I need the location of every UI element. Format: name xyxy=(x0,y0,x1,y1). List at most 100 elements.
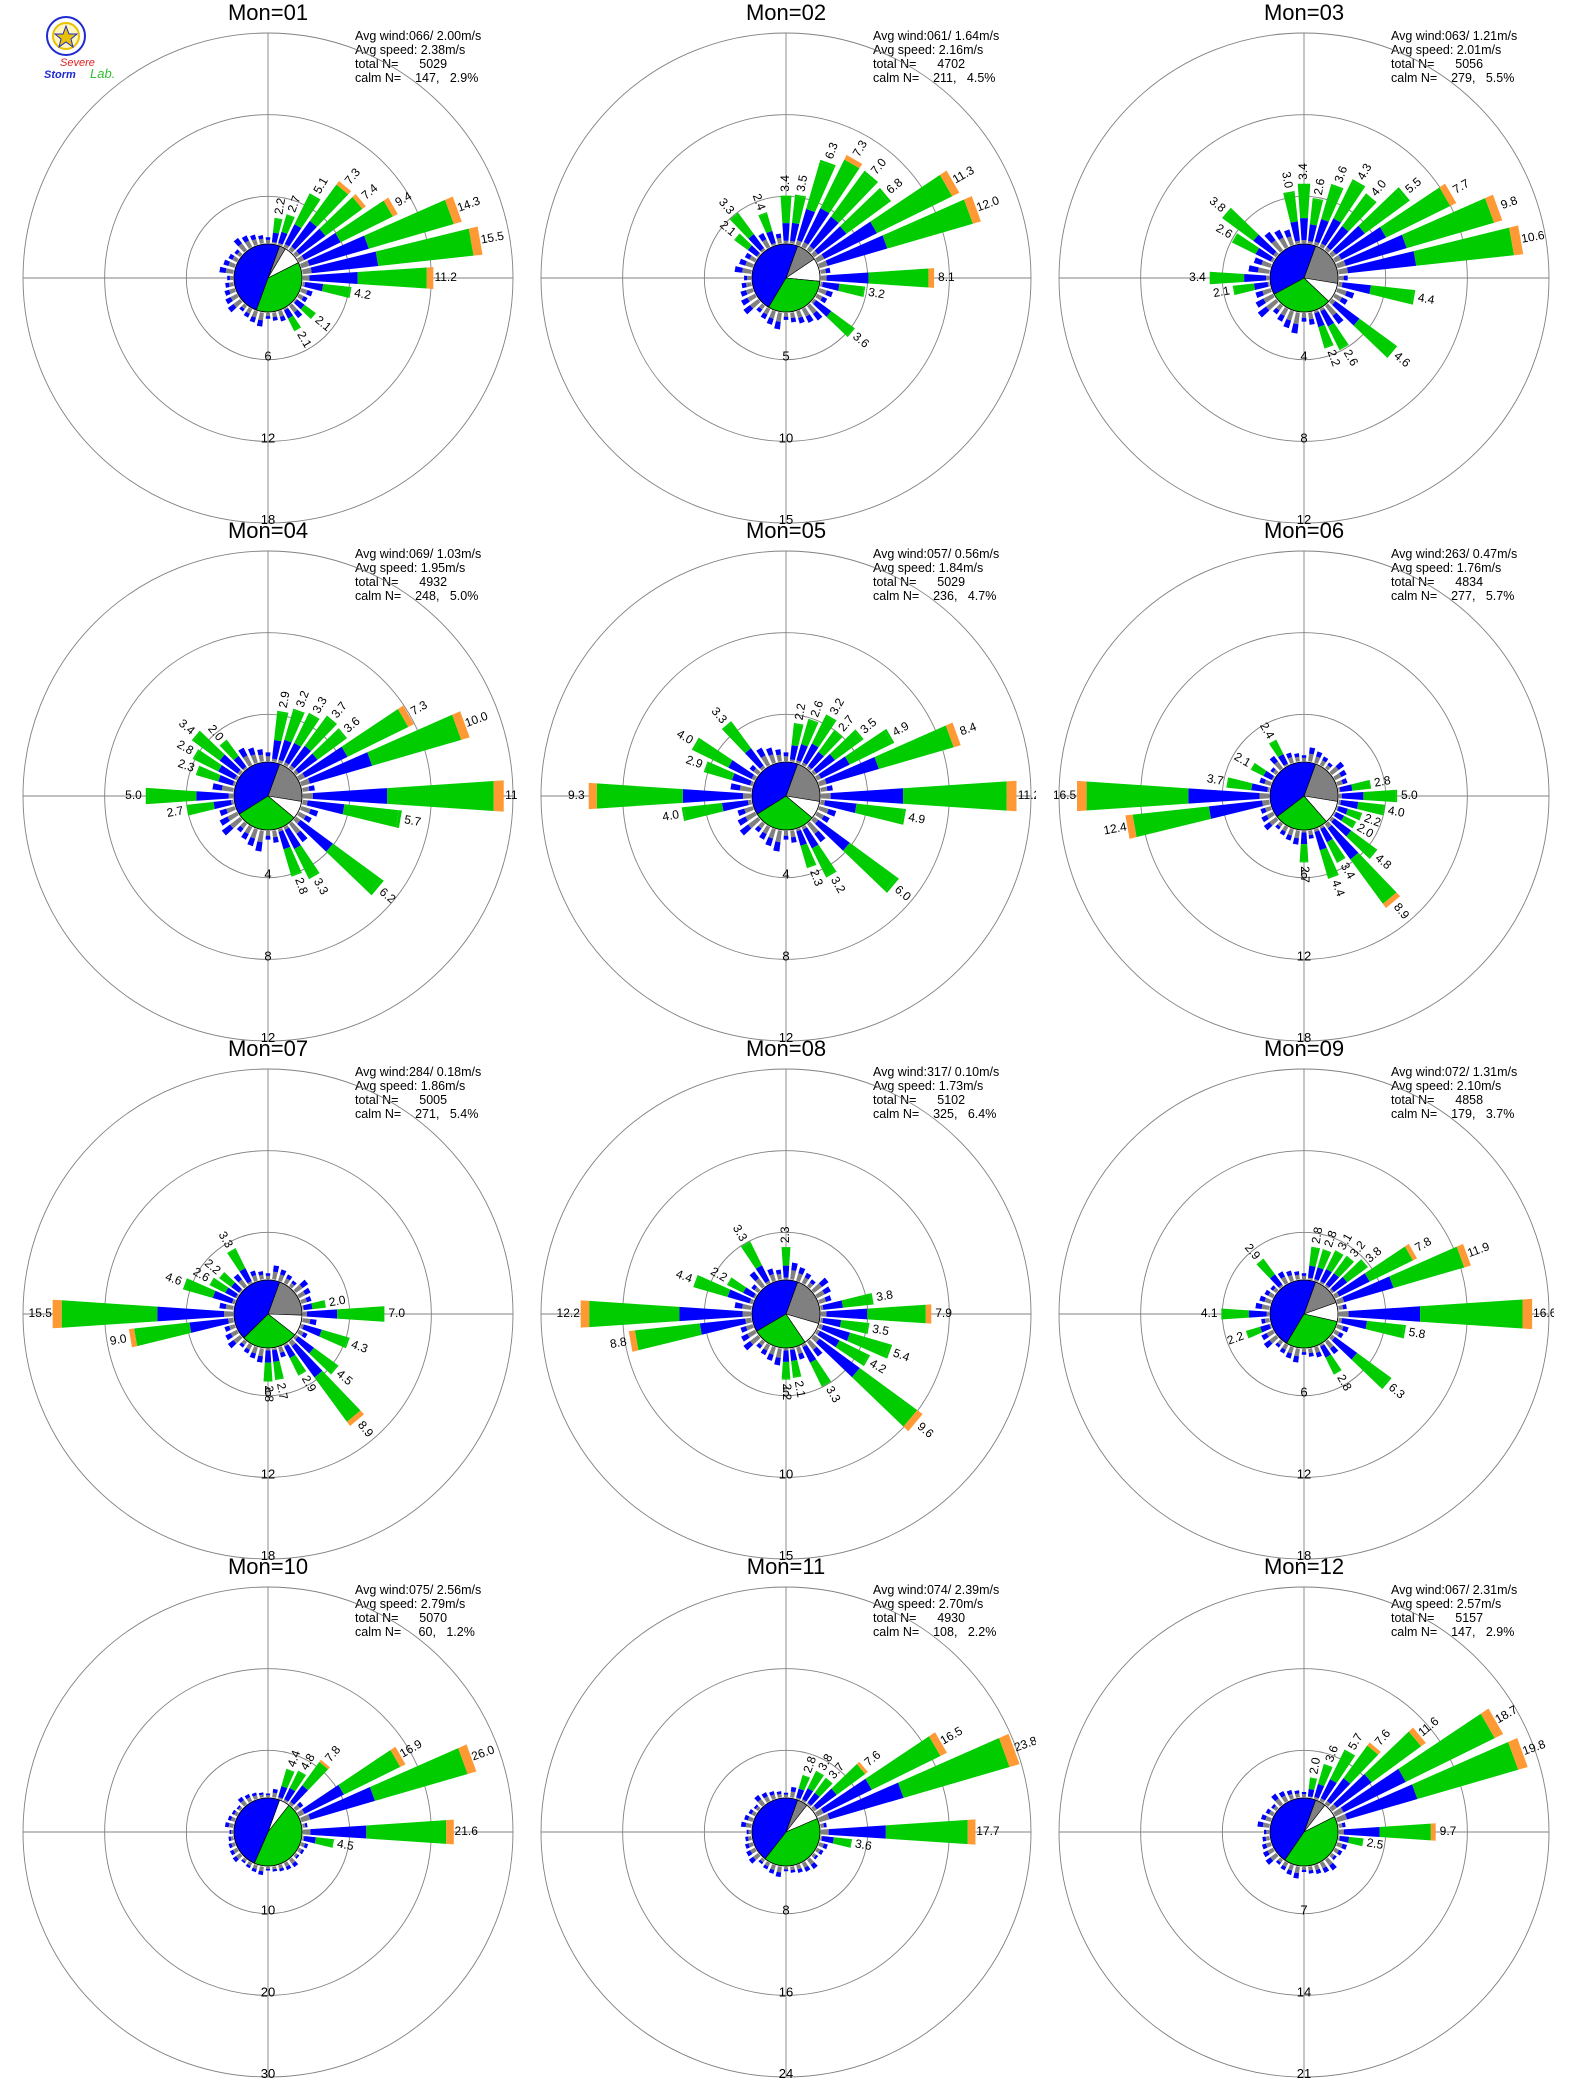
petal-seg-3 xyxy=(847,1332,891,1358)
petal: 2.2 xyxy=(271,197,288,245)
petal-seg-1 xyxy=(789,759,795,763)
minor-petal xyxy=(265,830,271,840)
minor-petal xyxy=(734,266,752,274)
minor-petal-seg xyxy=(768,828,776,839)
petal-seg-1 xyxy=(288,246,296,253)
petal-seg-4 xyxy=(308,193,321,201)
minor-petal-seg xyxy=(1275,824,1281,830)
petal-seg-2 xyxy=(813,300,832,317)
petal-seg-1 xyxy=(1337,281,1343,288)
minor-petal xyxy=(1255,1302,1270,1310)
minor-petal-seg xyxy=(251,1867,257,1873)
minor-petal-seg xyxy=(739,785,752,792)
minor-petal-seg xyxy=(230,1816,236,1822)
panel-title: Mon=08 xyxy=(745,1036,827,1061)
petal-seg-4 xyxy=(1231,233,1239,244)
petal-seg-3 xyxy=(289,1771,306,1792)
petal-seg-1 xyxy=(301,1835,305,1841)
petal-seg-1 xyxy=(1337,1835,1341,1841)
minor-petal-seg xyxy=(238,243,248,253)
petal-seg-1 xyxy=(811,816,819,824)
petal-label: 5.0 xyxy=(1401,788,1418,802)
petal-seg-1 xyxy=(283,1799,289,1803)
petal-seg-4 xyxy=(628,1330,639,1352)
petal-seg-2 xyxy=(782,1265,790,1278)
minor-petal-seg xyxy=(236,251,243,258)
minor-petal xyxy=(743,298,761,315)
minor-petal xyxy=(818,806,837,817)
petal-seg-2 xyxy=(813,1788,837,1810)
petal: 16.5 xyxy=(815,1724,965,1817)
minor-petal-seg xyxy=(754,1794,762,1802)
petal-seg-4 xyxy=(1343,1749,1356,1757)
minor-petal xyxy=(1283,310,1294,329)
petal-label: 4.0 xyxy=(674,727,696,748)
petal-seg-4 xyxy=(740,1241,751,1248)
minor-petal-seg xyxy=(238,1279,248,1289)
minor-petal xyxy=(1277,307,1289,322)
petal-label: 2.8 xyxy=(1321,1228,1340,1249)
petal-seg-3 xyxy=(1342,194,1376,232)
petal-seg-3 xyxy=(1348,1836,1363,1847)
minor-petal-seg xyxy=(1329,1852,1335,1859)
petal-label: 3.4 xyxy=(778,175,792,192)
petal-label: 12.2 xyxy=(557,1306,581,1320)
petal-seg-1 xyxy=(1338,1311,1349,1317)
logo-storm: Storm xyxy=(44,69,76,81)
minor-petal-seg xyxy=(1264,1318,1270,1324)
minor-petal-seg xyxy=(258,1274,264,1280)
petal: 2.8 xyxy=(795,1754,819,1800)
petal-seg-1 xyxy=(1319,243,1326,249)
petal-seg-1 xyxy=(795,240,802,246)
petal-seg-4 xyxy=(1311,1246,1321,1250)
minor-petal-seg xyxy=(814,830,826,843)
petal-seg-4 xyxy=(967,1819,976,1845)
ring-label: 30 xyxy=(261,2066,275,2081)
petal-label: 7.0 xyxy=(868,155,890,177)
petal-label: 3.6 xyxy=(1331,164,1350,185)
panel-title: Mon=06 xyxy=(1263,518,1345,543)
minor-petal xyxy=(737,806,754,816)
minor-petal-seg xyxy=(241,1339,248,1346)
petal-label: 3.2 xyxy=(828,874,849,896)
petal-seg-4 xyxy=(263,1380,273,1382)
petal-seg-2 xyxy=(303,1835,316,1844)
petal-seg-3 xyxy=(829,730,863,761)
minor-petal xyxy=(734,1302,752,1310)
petal-seg-2 xyxy=(824,756,879,785)
petal-seg-3 xyxy=(184,1278,216,1298)
minor-petal-seg xyxy=(293,1852,298,1858)
petal-label: 2.6 xyxy=(807,698,826,719)
minor-petal xyxy=(811,1852,819,1860)
minor-petal xyxy=(739,816,761,836)
minor-petal-seg xyxy=(272,1868,278,1872)
petal-seg-4 xyxy=(325,715,338,726)
minor-petal-seg xyxy=(1333,772,1342,781)
petal-seg-2 xyxy=(290,1785,309,1805)
ring-label: 6 xyxy=(1300,1385,1307,1400)
petal-label: 2.8 xyxy=(800,1754,819,1775)
minor-petal xyxy=(1338,275,1348,281)
minor-petal-seg xyxy=(1275,1859,1282,1865)
petal: 2.1 xyxy=(283,307,315,350)
minor-petal-seg xyxy=(1336,1849,1343,1856)
minor-petal-seg xyxy=(230,1836,234,1841)
minor-petal xyxy=(224,1324,236,1332)
minor-petal-seg xyxy=(1293,1872,1300,1879)
minor-petal xyxy=(790,830,797,843)
petal: 10.6 xyxy=(1337,225,1546,275)
minor-petal xyxy=(229,1847,239,1856)
minor-petal-seg xyxy=(257,749,264,756)
ring-label: 4 xyxy=(1300,349,1307,364)
minor-petal-seg xyxy=(278,1274,285,1282)
petal-seg-2 xyxy=(1251,783,1268,792)
minor-petal-seg xyxy=(1262,1822,1270,1828)
petal-seg-3 xyxy=(227,1249,246,1272)
minor-petal-seg xyxy=(242,1857,248,1862)
petal-seg-4 xyxy=(1299,861,1309,863)
petal-seg-1 xyxy=(801,242,809,249)
minor-petal xyxy=(1324,1339,1339,1355)
petal-seg-2 xyxy=(271,232,279,243)
petal-seg-3 xyxy=(843,842,897,891)
petal: 4.9 xyxy=(819,799,927,827)
